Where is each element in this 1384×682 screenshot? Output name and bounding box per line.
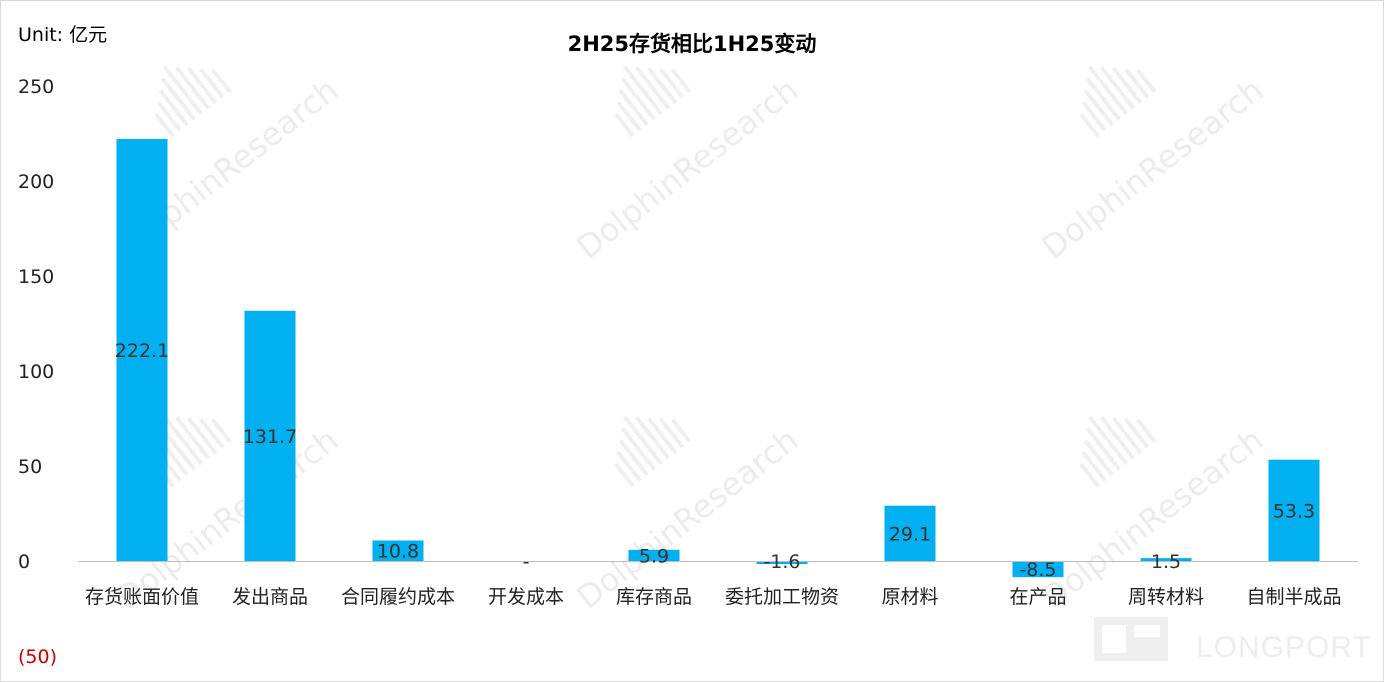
data-label: 29.1 bbox=[889, 523, 931, 545]
data-label: 1.5 bbox=[1151, 551, 1181, 573]
y-tick-label: 50 bbox=[18, 456, 42, 478]
y-tick-label: 150 bbox=[18, 266, 54, 288]
y-tick-label: (50) bbox=[18, 646, 57, 668]
watermark-dolphinresearch: DolphinResearch bbox=[109, 65, 345, 267]
bar bbox=[372, 540, 424, 561]
data-labels-layer: 222.1 131.7 10.8 - 5.9 -1.6 29.1 -8.5 1.5 53.3 bbox=[115, 340, 1315, 581]
data-label: 5.9 bbox=[639, 545, 669, 567]
watermark-dolphinresearch: DolphinResearch bbox=[1034, 65, 1270, 267]
bar bbox=[628, 549, 680, 561]
x-tick-label: 开发成本 bbox=[488, 586, 564, 608]
x-tick-label: 周转材料 bbox=[1128, 586, 1204, 608]
bar bbox=[1140, 558, 1192, 561]
watermark-text: DolphinResearch bbox=[569, 71, 805, 267]
longport-logo: LONGPORT bbox=[1094, 617, 1372, 664]
bar bbox=[1012, 561, 1064, 578]
data-label: -1.6 bbox=[763, 551, 800, 573]
watermark-dolphinresearch: DolphinResearch bbox=[109, 415, 345, 617]
bar bbox=[1268, 459, 1320, 561]
longport-logo-text: LONGPORT bbox=[1196, 631, 1372, 664]
x-tick-label: 存货账面价值 bbox=[85, 586, 199, 608]
x-tick-label: 委托加工物资 bbox=[725, 586, 839, 608]
data-label: -8.5 bbox=[1019, 559, 1056, 581]
x-tick-label: 合同履约成本 bbox=[341, 586, 455, 608]
bar bbox=[884, 505, 936, 561]
x-tick-label: 自制半成品 bbox=[1246, 586, 1341, 608]
bar bbox=[756, 561, 808, 565]
data-label: 10.8 bbox=[377, 541, 419, 563]
x-tick-label: 原材料 bbox=[881, 586, 938, 608]
y-tick-label: 200 bbox=[18, 171, 54, 193]
bar bbox=[244, 310, 296, 561]
x-tick-label: 在产品 bbox=[1009, 586, 1066, 608]
data-label: 131.7 bbox=[243, 426, 297, 448]
bars-layer bbox=[116, 139, 1320, 578]
chart-title: 2H25存货相比1H25变动 bbox=[567, 32, 817, 56]
x-tick-label: 发出商品 bbox=[232, 586, 308, 608]
bar bbox=[116, 139, 168, 561]
y-tick-label: 0 bbox=[18, 551, 30, 573]
data-label: 53.3 bbox=[1273, 500, 1315, 522]
data-label: - bbox=[523, 551, 530, 573]
axis-layer: 250 200 150 100 50 0 (50) 存货账面价值 发出商品 合同履约成本 开发成本 库… bbox=[18, 76, 1358, 668]
x-tick-label: 库存商品 bbox=[616, 586, 692, 608]
unit-label: Unit: 亿元 bbox=[18, 24, 108, 46]
watermark-text: DolphinResearch bbox=[1034, 71, 1270, 267]
data-label: 222.1 bbox=[115, 340, 169, 362]
watermark-dolphinresearch: DolphinResearch bbox=[569, 415, 805, 617]
watermark-dolphinresearch: DolphinResearch bbox=[569, 65, 805, 267]
y-tick-label: 100 bbox=[18, 361, 54, 383]
y-tick-label: 250 bbox=[18, 76, 54, 98]
